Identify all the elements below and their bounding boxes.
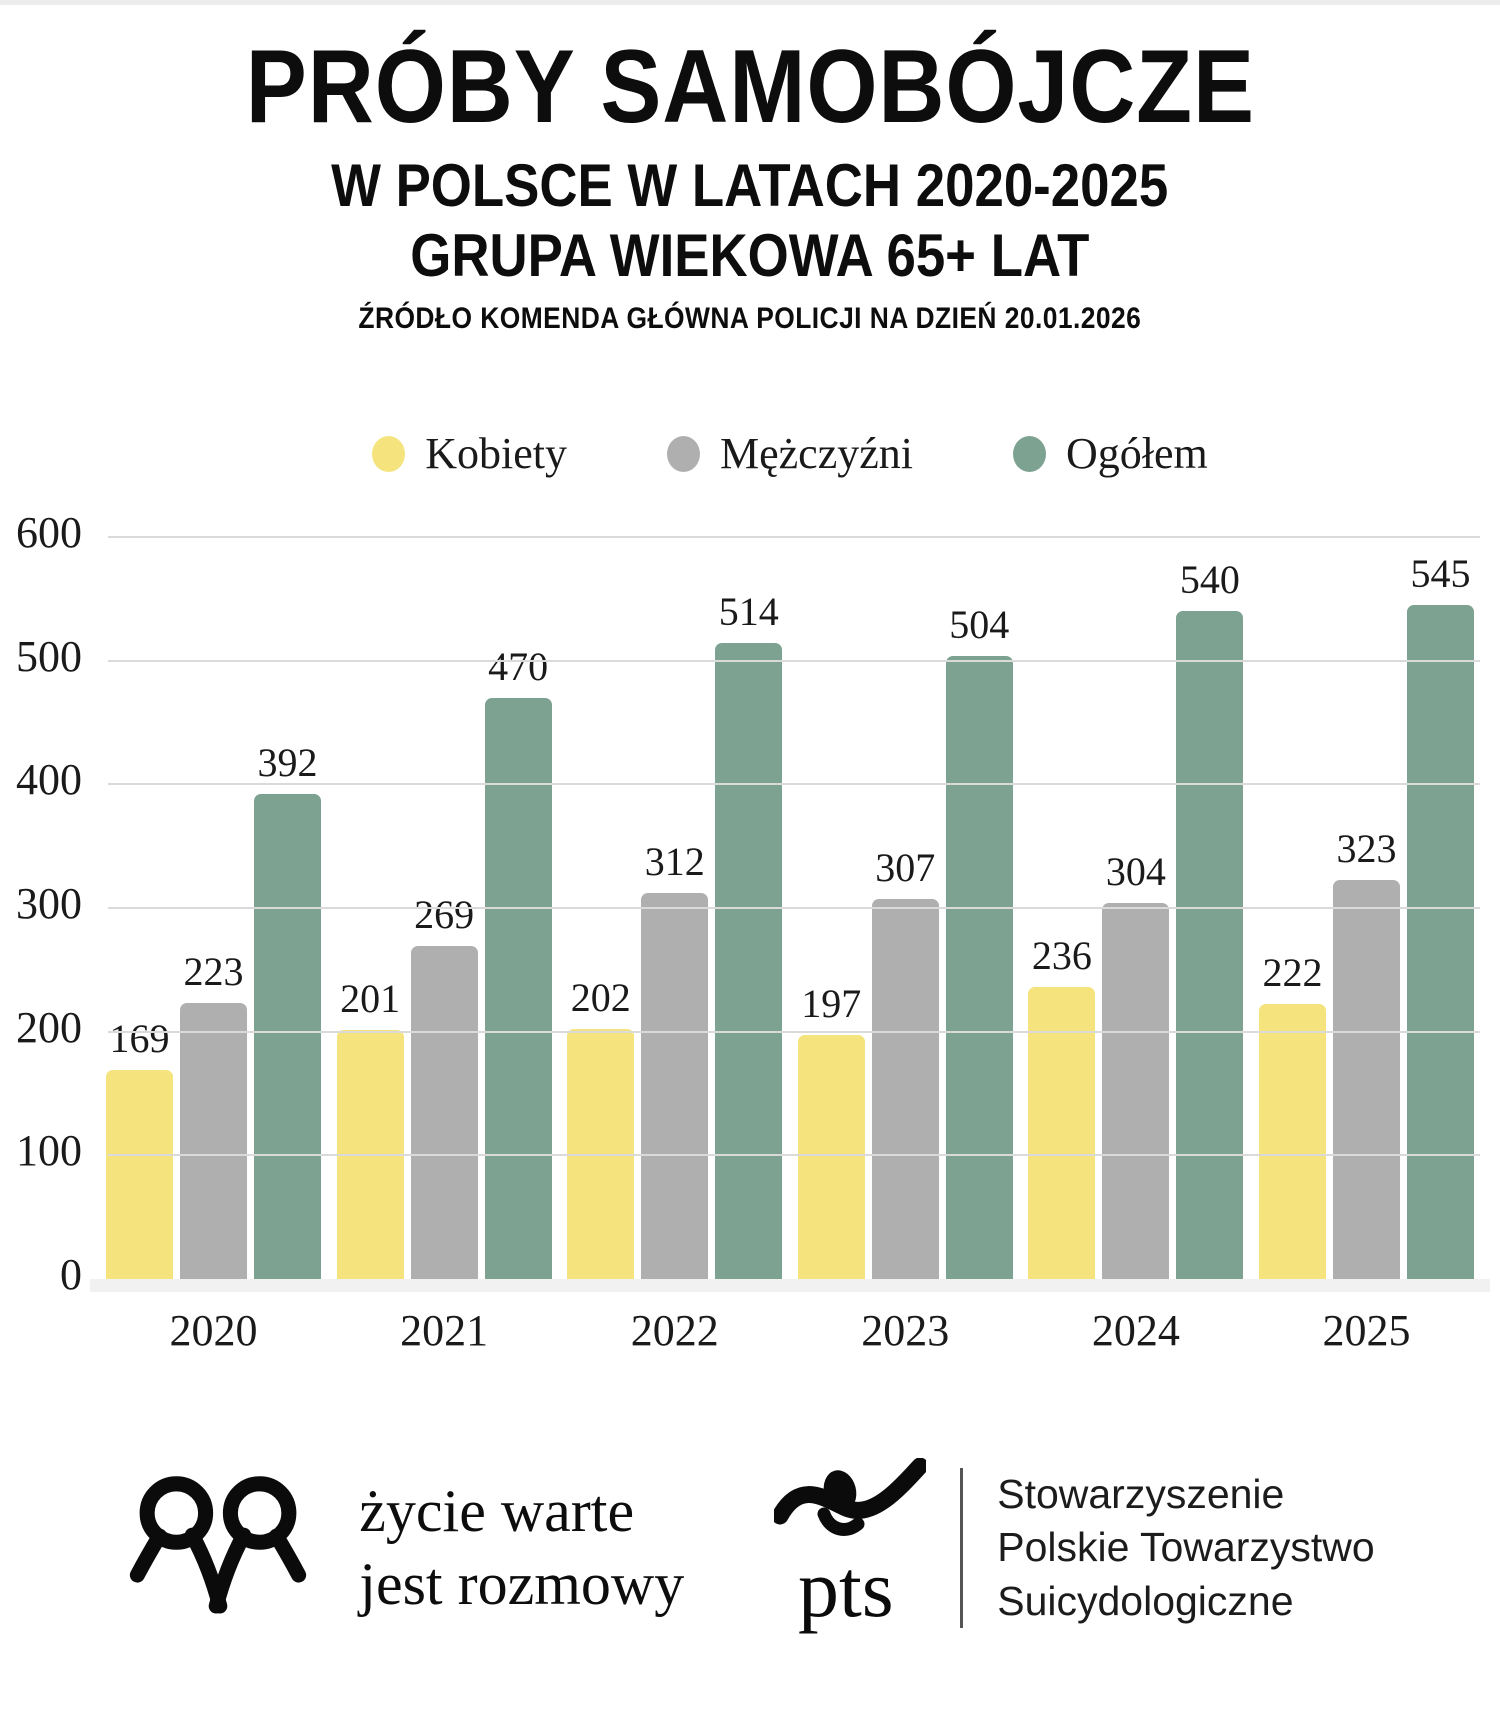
bar-value-label: 269 xyxy=(414,892,475,938)
bar-value-label: 470 xyxy=(488,644,549,690)
bar-mężczyźni-2024: 304 xyxy=(1102,849,1170,1280)
zycie-warte-text: życie warte jest rozmowy xyxy=(359,1475,684,1621)
bar-mężczyźni-2022: 312 xyxy=(641,839,709,1280)
bar-group-2021: 201 269 470 xyxy=(336,644,552,1280)
pts-association-text: Stowarzyszenie Polskie Towarzystwo Suicy… xyxy=(997,1468,1375,1628)
bar-ogółem-2020: 392 xyxy=(254,740,321,1280)
x-axis-labels: 2020 2021 2022 2023 2024 2025 xyxy=(100,1305,1480,1356)
y-tick-label-0: 0 xyxy=(60,1250,82,1300)
bar-kobiety-2025: 222 xyxy=(1258,950,1326,1280)
bar-kobiety-2022: 202 xyxy=(567,975,635,1280)
legend-dot-icon xyxy=(667,435,700,472)
footer-logos: życie warte jest rozmowy pts Stowarzysze… xyxy=(0,1458,1500,1638)
gridline-400 xyxy=(108,783,1480,786)
bar-value-label: 202 xyxy=(570,975,631,1021)
bar-value-label: 197 xyxy=(801,981,862,1027)
bar-value-label: 304 xyxy=(1105,849,1166,895)
bar-ogółem-2021: 470 xyxy=(484,644,552,1280)
legend-label: Ogółem xyxy=(1066,429,1208,479)
x-axis-label-2024: 2024 xyxy=(1091,1306,1180,1356)
top-border-strip xyxy=(0,0,1500,5)
bar-value-label: 223 xyxy=(183,949,244,995)
legend-label: Mężczyźni xyxy=(720,429,913,479)
pts-line1: Stowarzyszenie xyxy=(997,1471,1285,1518)
gridline-600 xyxy=(108,536,1480,539)
gridline-100 xyxy=(108,1154,1480,1157)
legend-item-mężczyźni: Mężczyźni xyxy=(667,428,913,479)
bar-kobiety-2024: 236 xyxy=(1028,933,1096,1280)
source-line: ŹRÓDŁO KOMENDA GŁÓWNA POLICJI NA DZIEŃ 2… xyxy=(358,302,1142,336)
bar-value-label: 201 xyxy=(340,976,401,1022)
x-axis-label-2021: 2021 xyxy=(400,1306,489,1356)
pts-logo: pts Stowarzyszenie Polskie Towarzystwo S… xyxy=(774,1458,1375,1638)
bar-value-label: 307 xyxy=(875,845,936,891)
bar-value-label: 312 xyxy=(644,839,705,885)
bar-group-2020: 169 223 392 xyxy=(106,740,321,1280)
x-axis-label-2023: 2023 xyxy=(861,1306,950,1356)
poster-subtitle-agegroup: GRUPA WIEKOWA 65+ LAT xyxy=(410,222,1090,290)
bar-chart: 169 223 392 201 269 470 202 312 514 197 307 504 236 3… xyxy=(16,511,1490,1356)
gridline-200 xyxy=(108,1030,1480,1033)
x-axis-label-2020: 2020 xyxy=(169,1306,258,1356)
bar-mężczyźni-2021: 269 xyxy=(410,892,478,1280)
y-tick-label-500: 500 xyxy=(16,631,82,681)
bar-ogółem-2022: 514 xyxy=(715,589,783,1280)
bar-value-label: 222 xyxy=(1262,950,1323,996)
y-tick-label-100: 100 xyxy=(16,1126,82,1176)
bar-value-label: 545 xyxy=(1410,551,1471,597)
pts-figure-icon: pts xyxy=(774,1458,927,1634)
bar-mężczyźni-2020: 223 xyxy=(180,949,247,1280)
bar-ogółem-2025: 545 xyxy=(1406,551,1474,1280)
bar-kobiety-2020: 169 xyxy=(106,1016,173,1280)
pts-line2: Polskie Towarzystwo xyxy=(997,1524,1375,1571)
bar-group-2025: 222 323 545 xyxy=(1258,551,1474,1280)
zwjr-line1: życie warte xyxy=(359,1477,635,1544)
bar-value-label: 540 xyxy=(1179,557,1240,603)
heart-ribbon-icon xyxy=(130,1476,307,1614)
bar-value-label: 169 xyxy=(109,1016,170,1062)
bar-value-label: 514 xyxy=(718,589,779,635)
pts-line3: Suicydologiczne xyxy=(997,1577,1294,1624)
bar-value-label: 504 xyxy=(949,602,1010,648)
zycie-warte-logo: życie warte jest rozmowy xyxy=(125,1464,684,1632)
bar-group-2022: 202 312 514 xyxy=(567,589,783,1280)
x-axis-label-2025: 2025 xyxy=(1322,1306,1411,1356)
legend-item-ogółem: Ogółem xyxy=(1013,428,1208,479)
bar-group-2023: 197 307 504 xyxy=(797,602,1013,1280)
bar-value-label: 323 xyxy=(1336,826,1397,872)
bar-ogółem-2024: 540 xyxy=(1176,557,1244,1280)
bar-mężczyźni-2025: 323 xyxy=(1332,826,1400,1280)
bar-mężczyźni-2023: 307 xyxy=(871,845,939,1280)
y-tick-label-300: 300 xyxy=(16,879,82,929)
bar-value-label: 236 xyxy=(1031,933,1092,979)
bar-kobiety-2023: 197 xyxy=(797,981,865,1280)
legend-dot-icon xyxy=(1013,435,1046,472)
plot-area: 169 223 392 201 269 470 202 312 514 197 307 504 236 3… xyxy=(16,511,1490,1297)
poster-title: PRÓBY SAMOBÓJCZE xyxy=(245,29,1255,145)
x-axis-label-2022: 2022 xyxy=(630,1306,719,1356)
y-tick-label-400: 400 xyxy=(16,755,82,805)
header: PRÓBY SAMOBÓJCZE W POLSCE W LATACH 2020-… xyxy=(80,0,1420,336)
bar-ogółem-2023: 504 xyxy=(945,602,1013,1280)
gridline-300 xyxy=(108,907,1480,910)
gridline-500 xyxy=(108,659,1480,662)
legend-item-kobiety: Kobiety xyxy=(372,428,567,479)
legend-dot-icon xyxy=(372,435,406,472)
chart-legend: Kobiety Mężczyźni Ogółem xyxy=(100,428,1480,479)
bar-group-2024: 236 304 540 xyxy=(1028,557,1244,1280)
y-tick-label-600: 600 xyxy=(16,508,82,558)
y-tick-label-200: 200 xyxy=(16,1002,82,1052)
legend-label: Kobiety xyxy=(425,429,567,479)
divider-line xyxy=(960,1468,964,1629)
bar-value-label: 392 xyxy=(257,740,318,786)
bars-row: 169 223 392 201 269 470 202 312 514 197 307 504 236 3… xyxy=(100,537,1480,1280)
baseline-shadow xyxy=(90,1279,1490,1293)
pts-abbr-text: pts xyxy=(798,1543,894,1634)
zwjr-line2: jest rozmowy xyxy=(359,1551,685,1618)
poster-subtitle-years: W POLSCE W LATACH 2020-2025 xyxy=(331,152,1169,220)
